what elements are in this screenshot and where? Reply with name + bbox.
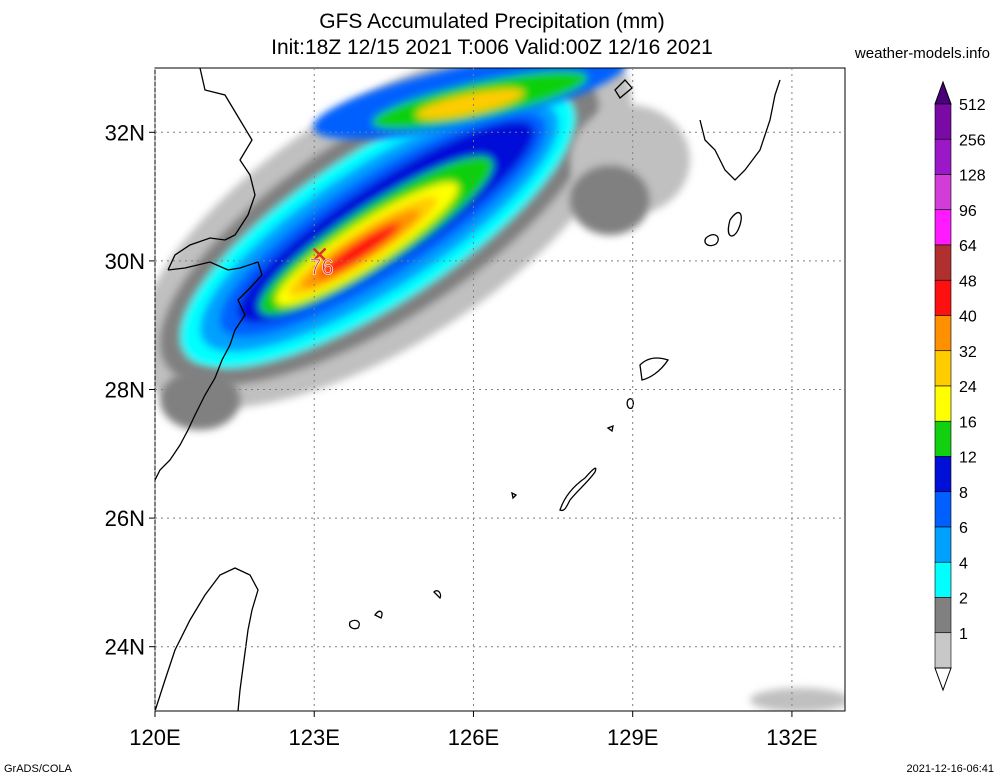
colorbar-label: 128 [959,168,986,185]
footer-right: 2021-12-16-06:41 [906,763,994,775]
lon-label: 132E [766,725,817,750]
colorbar-swatch [934,420,952,457]
colorbar-swatch [934,597,952,634]
lon-label: 120E [129,725,180,750]
lon-label: 123E [289,725,340,750]
lat-label: 28N [105,378,145,403]
colorbar-label: 512 [959,97,986,114]
site-label: weather-models.info [854,45,990,62]
max-precip-value: 76 [309,254,333,279]
footer-left: GrADS/COLA [4,763,72,775]
colorbar-swatch [934,526,952,563]
colorbar-swatch [934,103,952,140]
colorbar-swatch [934,350,952,387]
coastlines [155,68,781,711]
colorbar-swatch [934,138,952,175]
colorbar-swatch [934,174,952,211]
colorbar-swatch [934,561,952,598]
colorbar-top-arrow [934,80,952,105]
lat-label: 32N [105,120,145,145]
precip-field [155,68,845,711]
lon-label: 126E [448,725,499,750]
colorbar-label: 6 [959,520,968,537]
map-title: GFS Accumulated Precipitation (mm) [319,10,665,33]
lat-label: 30N [105,249,145,274]
colorbar-swatch [934,315,952,352]
colorbar-label: 1 [959,626,968,643]
colorbar-label: 2 [959,591,968,608]
colorbar-label: 48 [959,273,977,290]
colorbar-label: 32 [959,344,977,361]
map-subtitle: Init:18Z 12/15 2021 T:006 Valid:00Z 12/1… [271,36,713,59]
colorbar-swatch [934,491,952,528]
colorbar-label: 16 [959,414,977,431]
colorbar-label: 256 [959,132,986,149]
graticule [149,68,845,717]
colorbar-label: 96 [959,203,977,220]
marker-x-icon [312,247,327,262]
colorbar-label: 24 [959,379,977,396]
max-precip-marker: 76 [309,247,334,280]
colorbar-label: 40 [959,309,977,326]
colorbar-swatch [934,456,952,493]
colorbar-swatch [934,209,952,246]
colorbar-swatch [934,385,952,422]
lat-label: 24N [105,635,145,660]
colorbar-swatch [934,279,952,316]
colorbar-label: 12 [959,450,977,467]
lon-label: 129E [607,725,658,750]
colorbar-swatch [934,244,952,281]
colorbar-label: 64 [959,238,977,255]
colorbar-swatch [934,632,952,669]
lat-label: 26N [105,506,145,531]
colorbar-bottom-arrow [934,667,952,692]
colorbar-label: 4 [959,555,968,572]
colorbar-label: 8 [959,485,968,502]
